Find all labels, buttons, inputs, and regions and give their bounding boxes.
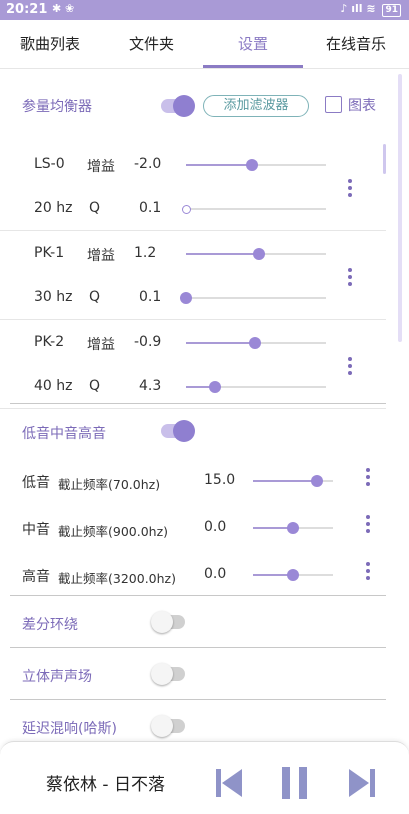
band-slider[interactable] [253, 475, 333, 487]
filter-name: PK-1 [34, 245, 65, 261]
more-options-icon[interactable] [348, 357, 354, 378]
q-value: 4.3 [139, 378, 162, 394]
diff-surround-title: 差分环绕 [22, 617, 78, 633]
divider [10, 595, 386, 596]
pause-icon[interactable] [280, 765, 310, 801]
system-icons: ♪ ıll ≋ 91 [340, 2, 401, 17]
q-label: Q [89, 200, 101, 216]
slider-thumb[interactable] [246, 159, 258, 171]
filter-row: LS-0 增益 -2.0 20 hz Q 0.1 [0, 144, 386, 231]
more-options-icon[interactable] [348, 268, 354, 289]
more-options-icon[interactable] [366, 468, 372, 489]
q-label: Q [89, 378, 101, 394]
filter-list-scrollbar[interactable] [383, 144, 386, 174]
gain-label: 增益 [87, 159, 115, 175]
slider-thumb[interactable] [311, 475, 323, 487]
gain-slider[interactable] [186, 248, 326, 260]
peq-toggle[interactable] [161, 95, 195, 117]
add-filter-button[interactable]: 添加滤波器 [203, 95, 309, 117]
cutoff-label: 截止频率(3200.0hz) [58, 571, 176, 586]
gain-slider[interactable] [186, 337, 326, 349]
q-slider[interactable] [182, 205, 326, 214]
q-label: Q [89, 289, 101, 305]
haas-reverb-title: 延迟混响(哈斯) [22, 721, 117, 737]
more-options-icon[interactable] [366, 562, 372, 583]
stereo-field-title: 立体声声场 [22, 669, 92, 685]
chart-label: 图表 [348, 98, 376, 114]
chart-checkbox[interactable] [325, 96, 342, 113]
tab-song-list[interactable]: 歌曲列表 [19, 35, 80, 53]
filter-row: PK-2 增益 -0.9 40 hz Q 4.3 [0, 322, 386, 409]
diff-surround-toggle[interactable] [151, 611, 185, 633]
settings-content: 参量均衡器 添加滤波器 图表 LS-0 增益 -2.0 20 hz Q 0.1 PK-1 增益… [0, 69, 409, 741]
band-value: 0.0 [204, 519, 227, 535]
gain-value: -0.9 [134, 334, 162, 350]
gain-slider[interactable] [186, 159, 326, 171]
tab-settings[interactable]: 设置 [237, 35, 268, 53]
skip-next-icon[interactable] [347, 767, 377, 799]
filter-name: LS-0 [34, 156, 65, 172]
tone-band-row: 低音 截止频率(70.0hz) 15.0 [0, 468, 386, 506]
band-name: 高音 [22, 569, 50, 585]
filter-frequency: 20 hz [34, 200, 73, 216]
filter-frequency: 40 hz [34, 378, 73, 394]
band-value: 0.0 [204, 566, 227, 582]
filter-frequency: 30 hz [34, 289, 73, 305]
skip-previous-icon[interactable] [214, 767, 244, 799]
filter-row: PK-1 增益 1.2 30 hz Q 0.1 [0, 233, 386, 320]
band-value: 15.0 [204, 472, 236, 488]
mini-player: 蔡依林 - 日不落 [0, 741, 409, 814]
q-slider[interactable] [186, 381, 326, 393]
divider [10, 403, 386, 404]
tab-folder[interactable]: 文件夹 [128, 35, 174, 53]
gain-label: 增益 [87, 248, 115, 264]
tone-toggle[interactable] [161, 420, 195, 442]
tab-indicator [203, 65, 303, 68]
band-name: 低音 [22, 475, 50, 491]
cutoff-label: 截止频率(70.0hz) [58, 477, 161, 492]
q-slider[interactable] [180, 292, 326, 304]
divider [10, 699, 386, 700]
tone-band-row: 高音 截止频率(3200.0hz) 0.0 [0, 562, 386, 600]
q-value: 0.1 [139, 289, 162, 305]
slider-thumb[interactable] [287, 569, 299, 581]
gain-value: 1.2 [134, 245, 157, 261]
cutoff-label: 截止频率(900.0hz) [58, 524, 169, 539]
page-scrollbar[interactable] [398, 74, 402, 342]
slider-thumb[interactable] [182, 205, 191, 214]
tone-title: 低音中音高音 [22, 426, 106, 442]
q-value: 0.1 [139, 200, 162, 216]
peq-title: 参量均衡器 [22, 99, 92, 115]
band-slider[interactable] [253, 522, 333, 534]
slider-thumb[interactable] [180, 292, 192, 304]
filter-name: PK-2 [34, 334, 65, 350]
band-name: 中音 [22, 522, 50, 538]
signal-wifi-icon: ♪ ıll ≋ [340, 2, 376, 15]
more-options-icon[interactable] [348, 179, 354, 200]
divider [10, 647, 386, 648]
now-playing-title[interactable]: 蔡依林 - 日不落 [46, 775, 165, 795]
gain-value: -2.0 [134, 156, 162, 172]
slider-thumb[interactable] [249, 337, 261, 349]
tab-online-music[interactable]: 在线音乐 [325, 35, 386, 53]
band-slider[interactable] [253, 569, 333, 581]
stereo-field-toggle[interactable] [151, 663, 185, 685]
status-bar: 20:21 ✱ ❀ ♪ ıll ≋ 91 [0, 0, 409, 20]
tone-band-row: 中音 截止频率(900.0hz) 0.0 [0, 515, 386, 553]
gain-label: 增益 [87, 337, 115, 353]
slider-thumb[interactable] [253, 248, 265, 260]
more-options-icon[interactable] [366, 515, 372, 536]
slider-thumb[interactable] [287, 522, 299, 534]
battery-icon: 91 [382, 4, 401, 17]
notification-icons: ✱ ❀ [52, 2, 75, 15]
slider-thumb[interactable] [209, 381, 221, 393]
status-time: 20:21 [6, 2, 48, 17]
tab-bar: 歌曲列表 文件夹 设置 在线音乐 [0, 20, 409, 69]
haas-reverb-toggle[interactable] [151, 715, 185, 737]
